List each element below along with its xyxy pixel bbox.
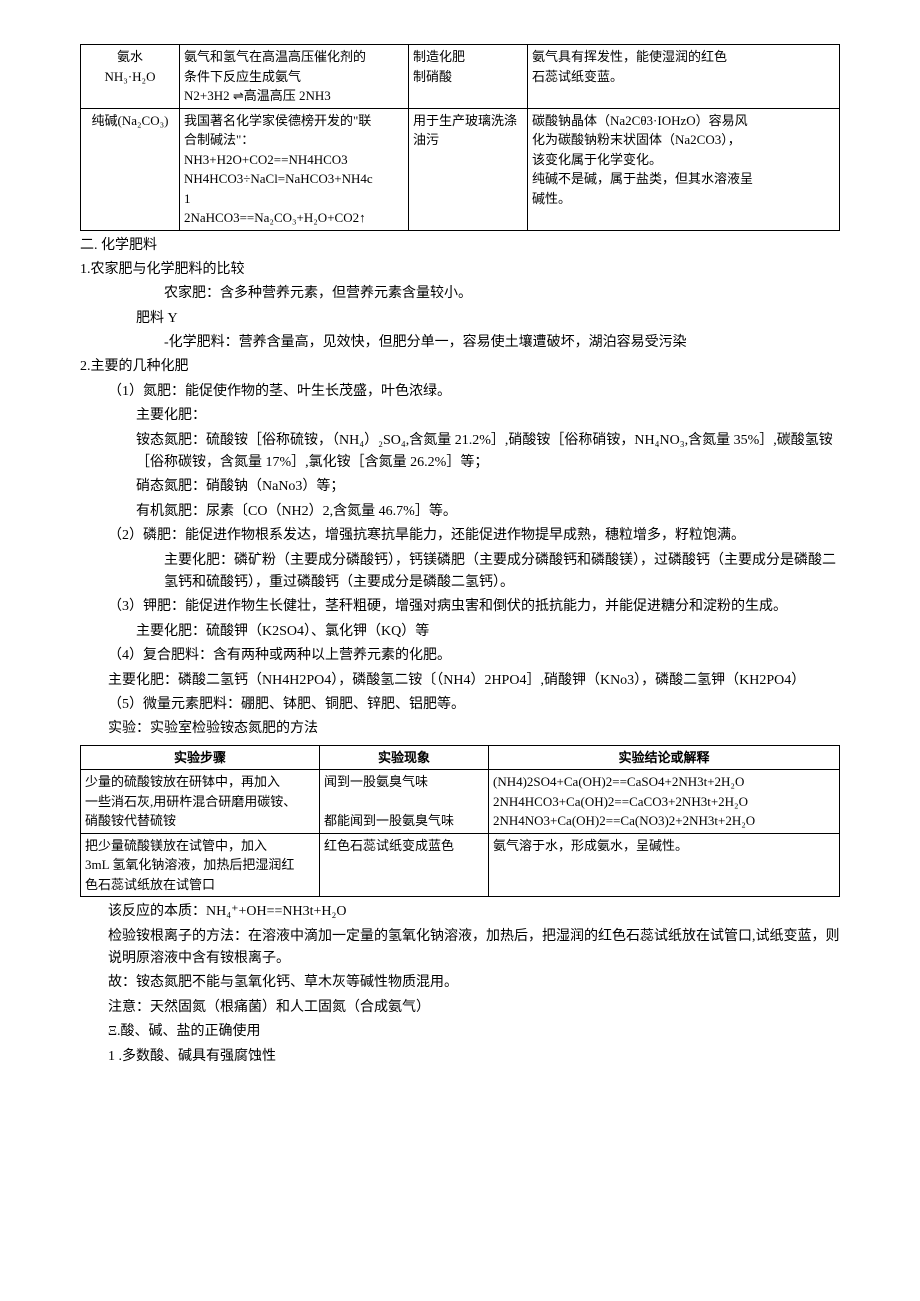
table-row: 氨水 NH₃·H₂O 氨气和氢气在高温高压催化剂的 条件下反应生成氨气 N2+3… <box>81 45 840 109</box>
text: （3）钾肥：能促进作物生长健壮，茎秆粗硬，增强对病虫害和倒伏的抵抗能力，并能促进… <box>80 596 840 618</box>
text: 该反应的本质：NH₄⁺+OH==NH3t+H₂O <box>80 901 840 923</box>
cell-name: 氨水 NH₃·H₂O <box>81 45 180 109</box>
text: 1.农家肥与化学肥料的比较 <box>80 259 840 281</box>
text: （4）复合肥料：含有两种或两种以上营养元素的化肥。 <box>80 645 840 667</box>
text: 有机氮肥：尿素〔CO（NH2）2,含氮量 46.7%］等。 <box>80 501 840 523</box>
cell-conc: 氨气溶于水，形成氨水，呈碱性。 <box>489 833 840 897</box>
text: 硝态氮肥：硝酸钠（NaNo3）等； <box>80 476 840 498</box>
cell-name: 纯碱(Na₂CO₃) <box>81 108 180 230</box>
col-header: 实验结论或解释 <box>489 745 840 770</box>
cell-use: 用于生产玻璃洗涤 油污 <box>409 108 528 230</box>
text: 主要化肥：硫酸钾（K2SO4）、氯化钾（KQ）等 <box>80 621 840 643</box>
cell-conc: (NH4)2SO4+Ca(OH)2==CaSO4+2NH3t+2H₂O 2NH4… <box>489 770 840 834</box>
cell-note: 氨气具有挥发性，能使湿润的红色 石蕊试纸变蓝。 <box>528 45 840 109</box>
text: 实验：实验室检验铵态氮肥的方法 <box>80 718 840 740</box>
cell-note: 碳酸钠晶体（Na2Cθ3·IOHzO）容易风 化为碳酸钠粉末状固体（Na2CO3… <box>528 108 840 230</box>
text: NH₃·H₂O <box>105 69 156 84</box>
section-heading: 二. 化学肥料 <box>80 235 840 257</box>
section-heading: Ξ.酸、碱、盐的正确使用 <box>80 1021 840 1043</box>
text: （2）磷肥：能促进作物根系发达，增强抗寒抗旱能力，还能促进作物提早成熟，穗粒增多… <box>80 525 840 547</box>
text: 注意：天然固氮（根痛菌）和人工固氮（合成氨气） <box>80 997 840 1019</box>
col-header: 实验步骤 <box>81 745 320 770</box>
cell-use: 制造化肥 制硝酸 <box>409 45 528 109</box>
cell-step: 把少量硫酸镁放在试管中，加入 3mL 氢氧化钠溶液，加热后把湿润红 色石蕊试纸放… <box>81 833 320 897</box>
col-header: 实验现象 <box>320 745 489 770</box>
text: 铵态氮肥：硫酸铵［俗称硫铵，（NH₄）₂SO₄,含氮量 21.2%］,硝酸铵［俗… <box>80 430 840 475</box>
text: （1）氮肥：能促使作物的茎、叶生长茂盛，叶色浓绿。 <box>80 381 840 403</box>
table-substances: 氨水 NH₃·H₂O 氨气和氢气在高温高压催化剂的 条件下反应生成氨气 N2+3… <box>80 44 840 231</box>
table-header-row: 实验步骤 实验现象 实验结论或解释 <box>81 745 840 770</box>
text: （5）微量元素肥料：硼肥、钵肥、铜肥、锌肥、铝肥等。 <box>80 694 840 716</box>
table-row: 纯碱(Na₂CO₃) 我国著名化学家侯德榜开发的"联 合制碱法"： NH3+H2… <box>81 108 840 230</box>
text: 主要化肥： <box>80 405 840 427</box>
text: -化学肥料：营养含量高，见效快，但肥分单一，容易使土壤遭破坏，湖泊容易受污染 <box>80 332 840 354</box>
text: 1 .多数酸、碱具有强腐蚀性 <box>80 1046 840 1068</box>
cell-prep: 我国著名化学家侯德榜开发的"联 合制碱法"： NH3+H2O+CO2==NH4H… <box>180 108 409 230</box>
text: 肥料 Y <box>80 308 840 330</box>
text: 氨水 <box>117 49 143 64</box>
cell-step: 少量的硫酸铵放在研钵中，再加入 一些消石灰,用研杵混合研磨用碳铵、 硝酸铵代替硫… <box>81 770 320 834</box>
cell-obs: 闻到一股氨臭气味 都能闻到一股氨臭气味 <box>320 770 489 834</box>
text: 主要化肥：磷矿粉（主要成分磷酸钙），钙镁磷肥（主要成分磷酸钙和磷酸镁），过磷酸钙… <box>80 550 840 595</box>
cell-obs: 红色石蕊试纸变成蓝色 <box>320 833 489 897</box>
text: 2.主要的几种化肥 <box>80 356 840 378</box>
text: 农家肥：含多种营养元素，但营养元素含量较小。 <box>80 283 840 305</box>
text: 故：铵态氮肥不能与氢氧化钙、草木灰等碱性物质混用。 <box>80 972 840 994</box>
table-row: 少量的硫酸铵放在研钵中，再加入 一些消石灰,用研杵混合研磨用碳铵、 硝酸铵代替硫… <box>81 770 840 834</box>
cell-prep: 氨气和氢气在高温高压催化剂的 条件下反应生成氨气 N2+3H2 ⇌高温高压 2N… <box>180 45 409 109</box>
table-row: 把少量硫酸镁放在试管中，加入 3mL 氢氧化钠溶液，加热后把湿润红 色石蕊试纸放… <box>81 833 840 897</box>
text: 主要化肥：磷酸二氢钙（NH4H2PO4），磷酸氢二铵〔（NH4）2HPO4］,硝… <box>80 670 840 692</box>
text: 检验铵根离子的方法：在溶液中滴加一定量的氢氧化钠溶液，加热后，把湿润的红色石蕊试… <box>80 926 840 971</box>
table-experiment: 实验步骤 实验现象 实验结论或解释 少量的硫酸铵放在研钵中，再加入 一些消石灰,… <box>80 745 840 898</box>
